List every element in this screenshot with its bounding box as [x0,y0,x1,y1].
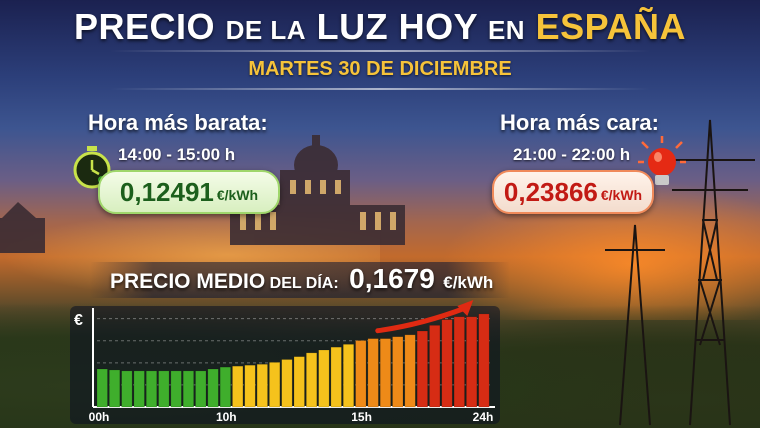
expensive-hour-label: Hora más cara: [500,110,659,135]
cheapest-price: 0,12491 [119,176,214,207]
chart-bar [170,370,182,408]
chart-bar [453,316,465,408]
title-word-precio: PRECIO [74,6,216,47]
expensive-price-unit: €/kWh [600,187,643,203]
cheapest-hour-time: 14:00 - 15:00 h [118,145,236,164]
average-label-small: DEL DÍA: [269,275,339,292]
expensive-price: 0,23866 [503,176,598,207]
chart-bar [232,365,244,408]
cathedral-lights [240,180,396,230]
chart-bar [269,362,281,408]
title-word-luz-hoy: LUZ HOY [316,6,478,47]
average-label: PRECIO MEDIO [110,270,266,293]
chart-bar [429,324,441,408]
average-price: 0,1679 [349,263,435,294]
chart-bar [244,364,256,408]
cheapest-price-pill: 0,12491 €/kWh [98,170,280,214]
title-divider-bottom [110,88,650,90]
chart-x-tick-label: 10h [216,410,237,424]
chart-bar [281,359,293,408]
average-price-unit: €/kWh [443,273,494,292]
chart-bar [318,349,330,408]
chart-bar [478,313,490,408]
trend-arrow-head [457,300,474,316]
chart-x-tick-label: 24h [473,410,494,424]
chart-bar [306,352,318,408]
chart-bar [195,370,207,408]
chart-bar [404,334,416,408]
chart-x-tick-label: 15h [351,410,372,424]
lightbulb-icon [638,136,686,185]
chart-bar [293,356,305,408]
expensive-hour-time: 21:00 - 22:00 h [513,145,631,164]
chart-bar [355,340,367,408]
chart-bar [466,316,478,408]
chart-bar [256,363,268,408]
chart-x-tick-label: 00h [89,410,110,424]
chart-bar [96,368,108,408]
chart-y-label: € [74,312,83,329]
expensive-price-pill: 0,23866 €/kWh [492,170,654,214]
chart-bar [219,366,231,408]
chart-bar [145,370,158,408]
chart-bar [342,343,355,408]
chart-bar [392,336,404,408]
chart-bar [367,338,379,408]
cheapest-price-unit: €/kWh [216,187,259,203]
chart-bar [379,338,391,408]
average-band [90,262,510,298]
title-word-espana: ESPAÑA [535,6,686,47]
title-word-de-la: DE LA [225,15,307,45]
chart-bar [441,319,453,408]
chart-bar [330,346,342,408]
title-divider-top [110,50,650,52]
date-subtitle: MARTES 30 DE DICIEMBRE [248,58,512,80]
chart-bar [109,369,121,408]
chart-bar [416,330,428,408]
page-title: PRECIO DE LA LUZ HOY EN ESPAÑA [0,6,760,48]
power-tower-illustration [605,119,755,426]
average-price-line: PRECIO MEDIO DEL DÍA: 0,1679 €/kWh [110,263,493,295]
chart-bar [133,370,145,408]
chart-bar [207,368,219,408]
chart-bar [182,370,194,408]
cheapest-hour-label: Hora más barata: [88,110,268,135]
chart-bar [121,370,133,408]
title-word-en: EN [487,15,526,45]
chart-bar [158,370,170,408]
trend-arrow [375,305,468,334]
